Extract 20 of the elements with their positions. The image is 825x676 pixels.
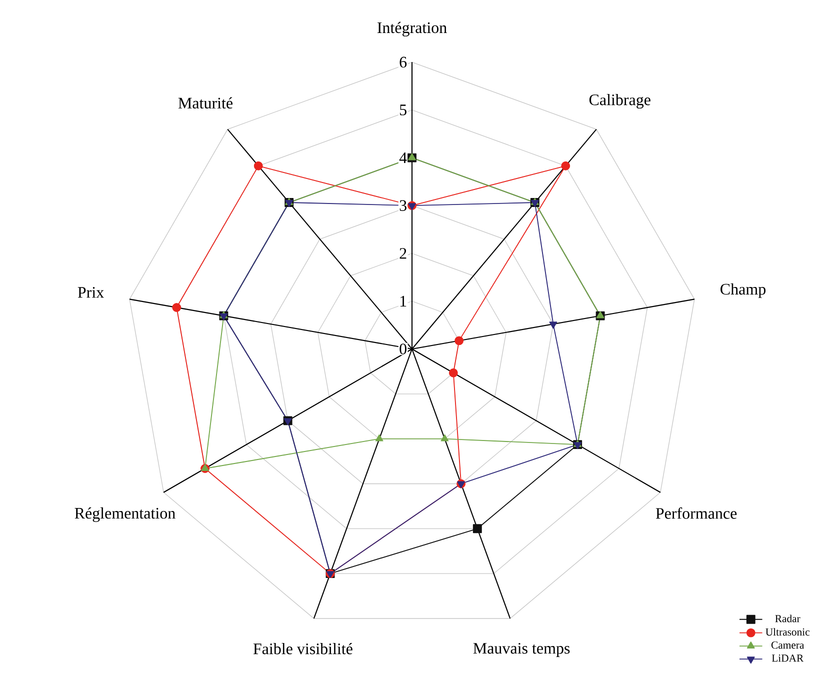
y-tick-label: 6 xyxy=(400,56,407,68)
y-tick-label: 1 xyxy=(400,296,406,306)
spoke-label: Intégration xyxy=(377,22,447,36)
spoke-label: Faible visibilité xyxy=(253,642,352,654)
spoke-label: Prix xyxy=(78,287,104,298)
legend-label: Camera xyxy=(771,641,804,649)
y-tick-label: 3 xyxy=(400,200,406,211)
y-tick-label: 4 xyxy=(399,152,407,164)
spoke-label: Maturité xyxy=(178,97,233,109)
legend-label: LiDAR xyxy=(772,654,804,662)
legend-label: Radar xyxy=(775,614,800,622)
y-tick-label: 5 xyxy=(400,104,406,116)
spoke-label: Réglementation xyxy=(74,507,176,522)
spoke-label: Performance xyxy=(656,507,737,519)
legend-label: Ultrasonic xyxy=(766,628,810,636)
y-tick-label: 2 xyxy=(400,248,406,259)
spoke-label: Calibrage xyxy=(589,94,650,109)
y-tick-label: 0 xyxy=(400,344,406,354)
spoke-label: Champ xyxy=(720,283,766,298)
spoke-label: Mauvais temps xyxy=(473,642,570,657)
